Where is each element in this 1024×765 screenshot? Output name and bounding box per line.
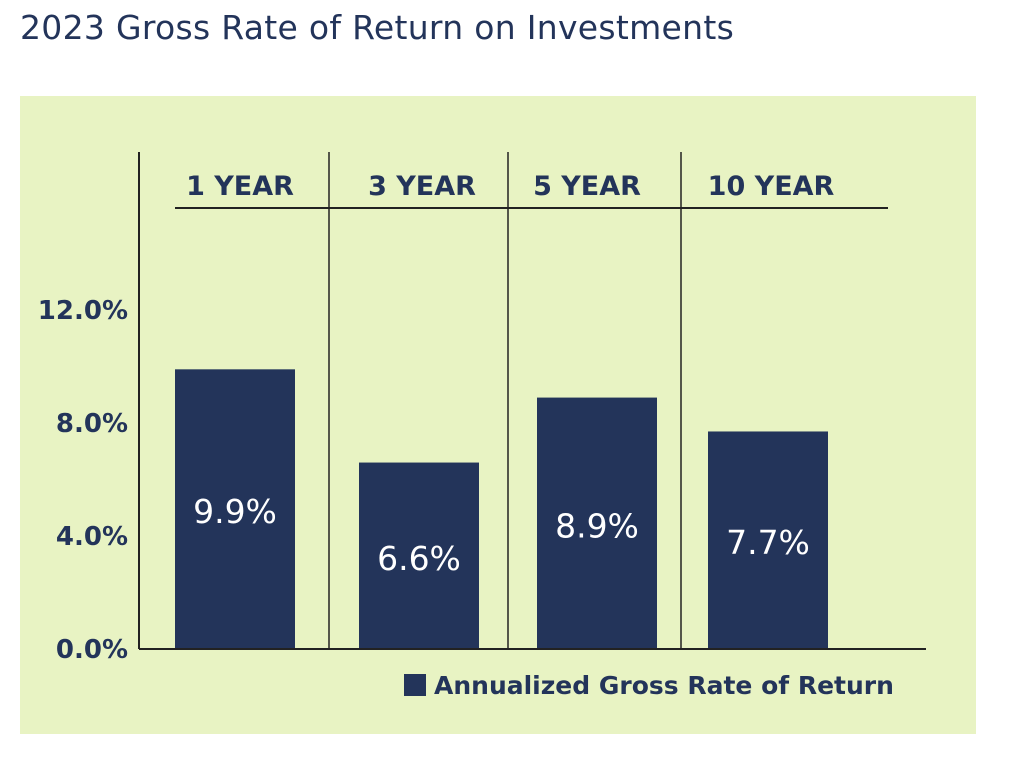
bar-chart: 1 YEAR 3 YEAR 5 YEAR 10 YEAR 0.0% 4.0% 8.0% 12… (38, 152, 926, 700)
bars (175, 369, 828, 649)
y-tick-label-1: 0.0% (56, 635, 128, 665)
bar-2 (359, 462, 479, 649)
bar-1 (175, 369, 295, 649)
category-label-3: 5 YEAR (533, 171, 641, 202)
data-label-4: 7.7% (726, 523, 810, 562)
category-labels: 1 YEAR 3 YEAR 5 YEAR 10 YEAR (186, 171, 834, 202)
y-tick-label-4: 12.0% (38, 296, 128, 326)
y-tick-label-2: 4.0% (56, 522, 128, 552)
data-label-1: 9.9% (193, 492, 277, 531)
chart-title: 2023 Gross Rate of Return on Investments (20, 8, 735, 47)
column-dividers (138, 152, 682, 649)
legend-swatch (404, 674, 426, 696)
y-tick-label-3: 8.0% (56, 409, 128, 439)
category-label-4: 10 YEAR (708, 171, 835, 202)
category-label-1: 1 YEAR (186, 171, 294, 202)
bar-4 (708, 431, 828, 649)
data-label-2: 6.6% (377, 539, 461, 578)
category-label-2: 3 YEAR (368, 171, 476, 202)
data-labels: 9.9% 6.6% 8.9% 7.7% (193, 492, 810, 578)
bar-3 (537, 397, 657, 649)
y-axis-tick-labels: 0.0% 4.0% 8.0% 12.0% (38, 296, 128, 665)
data-label-3: 8.9% (555, 506, 639, 545)
chart-panel: 1 YEAR 3 YEAR 5 YEAR 10 YEAR 0.0% 4.0% 8.0% 12… (20, 96, 976, 734)
legend-label: Annualized Gross Rate of Return (434, 671, 894, 700)
legend: Annualized Gross Rate of Return (404, 671, 894, 700)
